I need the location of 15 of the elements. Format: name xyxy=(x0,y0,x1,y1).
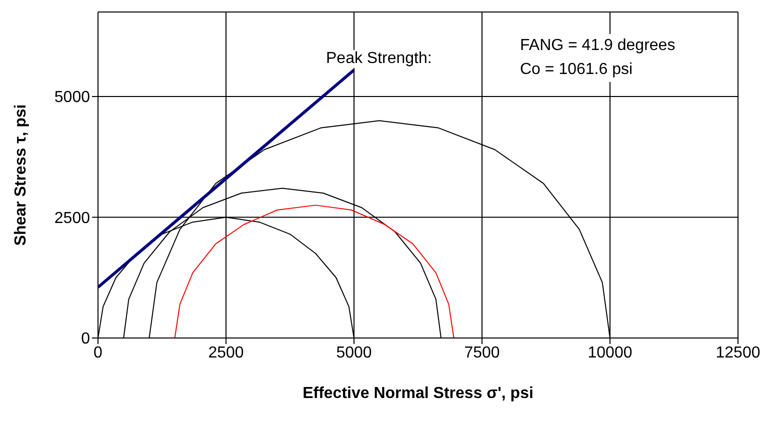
x-axis-title: Effective Normal Stress σ', psi xyxy=(302,385,534,402)
x-tick-label: 7500 xyxy=(464,344,500,362)
y-tick-label: 0 xyxy=(81,330,90,348)
x-tick-label: 5000 xyxy=(336,344,372,362)
annotation: FANG = 41.9 degrees xyxy=(520,36,676,56)
x-tick-label: 0 xyxy=(94,344,103,362)
x-tick-label: 12500 xyxy=(716,344,760,362)
y-axis-title: Shear Stress τ, psi xyxy=(12,104,30,246)
x-tick-label: 10000 xyxy=(588,344,632,362)
annotation: Peak Strength: xyxy=(326,50,432,68)
line-series xyxy=(174,204,454,338)
y-tick-label: 2500 xyxy=(54,210,90,227)
x-tick-label: 2500 xyxy=(208,344,244,362)
annotation: Co = 1061.6 psi xyxy=(520,60,634,80)
y-tick-label: 5000 xyxy=(54,89,90,106)
